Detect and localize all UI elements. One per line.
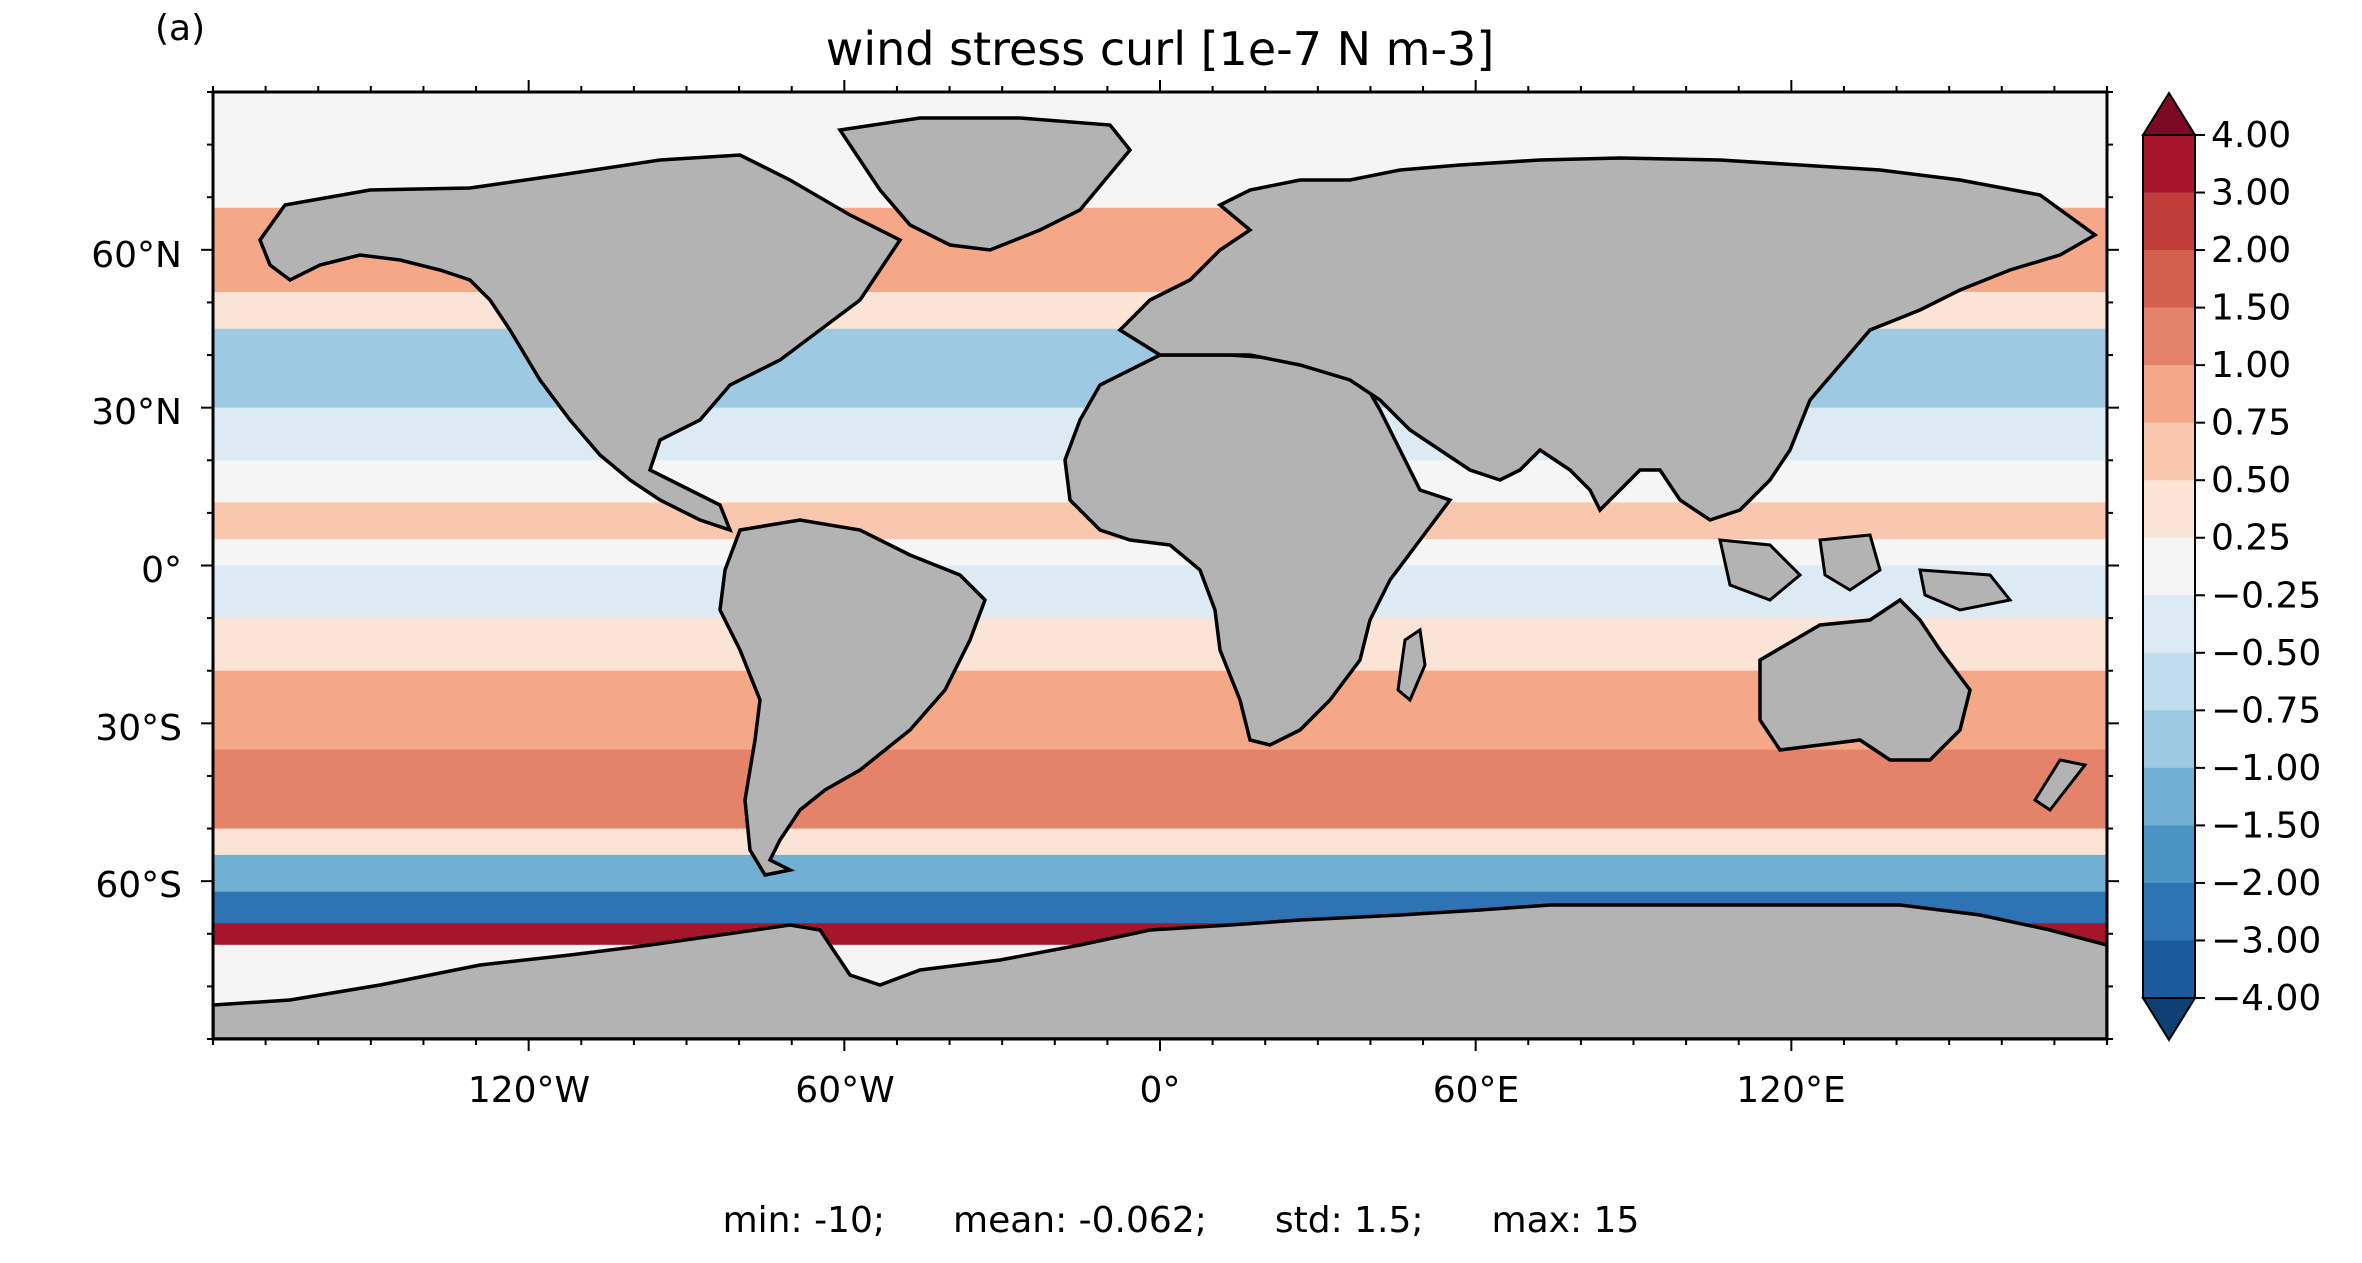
land-layer: [213, 116, 2107, 1039]
chart-title: wind stress curl [1e-7 N m-3]: [825, 22, 1495, 76]
colorbar-label: 2.00: [2211, 230, 2291, 271]
colorbar-box-8: [2143, 595, 2195, 654]
x-tick-label-120E: 120°E: [1736, 1070, 1845, 1111]
y-tick-label-30N: 30°N: [91, 392, 182, 433]
curl-band-11: [213, 749, 2107, 830]
stat-min: min: -10;: [722, 1200, 885, 1241]
y-tick-label-60S: 60°S: [95, 865, 182, 906]
colorbar-frame: [2142, 134, 2196, 999]
x-tick-label-60W: 60°W: [795, 1070, 894, 1111]
colorbar-box-1: [2143, 192, 2195, 251]
colorbar-box-12: [2143, 825, 2195, 884]
land-borneo: [1818, 533, 1882, 592]
colorbar-label: −0.75: [2211, 690, 2321, 731]
stat-std: std: 1.5;: [1274, 1200, 1424, 1241]
colorbar-box-10: [2143, 710, 2195, 769]
colorbar-label: −1.50: [2211, 805, 2321, 846]
land-new-zealand: [2032, 758, 2088, 813]
colorbar-box-7: [2143, 537, 2195, 596]
colorbar-label: −1.00: [2211, 748, 2321, 789]
curl-band-13: [213, 854, 2107, 893]
colorbar-label: −0.25: [2211, 575, 2321, 616]
colorbar-box-13: [2143, 882, 2195, 941]
land-antarctica: [213, 903, 2107, 1039]
colorbar-box-5: [2143, 422, 2195, 481]
colorbar-label: 4.00: [2211, 115, 2291, 156]
colorbar-box-14: [2143, 940, 2195, 999]
colorbar-box-9: [2143, 652, 2195, 711]
colorbar-box-3: [2143, 307, 2195, 366]
panel-label: (a): [155, 8, 206, 49]
colorbar-box-6: [2143, 480, 2195, 539]
colorbar-extend-min: [2141, 997, 2197, 1042]
land-greenland: [837, 116, 1133, 252]
colorbar-box-0: [2143, 135, 2195, 194]
land-eurasia: [1117, 156, 2099, 522]
colorbar-label: −2.00: [2211, 863, 2321, 904]
colorbar-label: −4.00: [2211, 978, 2321, 1019]
colorbar: 4.00 3.00 2.00 1.50 1.00 0.75 0.50 0.25 −0.25 −0.…: [2141, 91, 2321, 1042]
y-tick-label-0: 0°: [141, 550, 182, 591]
colorbar-label: −0.50: [2211, 633, 2321, 674]
x-tick-label-60E: 60°E: [1433, 1070, 1520, 1111]
stats-line: min: -10; mean: -0.062; std: 1.5; max: 15: [0, 1200, 2362, 1241]
colorbar-label: 1.50: [2211, 288, 2291, 329]
axis-ticks: [201, 80, 2119, 1051]
colorbar-extend-max: [2141, 91, 2197, 136]
colorbar-label: 3.00: [2211, 173, 2291, 214]
colorbar-label: 1.00: [2211, 345, 2291, 386]
colorbar-box-11: [2143, 767, 2195, 826]
land-south-america: [718, 518, 988, 877]
y-tick-label-30S: 30°S: [95, 708, 182, 749]
x-tick-label-0: 0°: [1140, 1070, 1181, 1111]
colorbar-label: 0.25: [2211, 518, 2291, 559]
land-indonesia: [1718, 538, 1803, 602]
colorbar-box-2: [2143, 250, 2195, 309]
colorbar-label: 0.50: [2211, 460, 2291, 501]
colorbar-box-4: [2143, 365, 2195, 424]
land-north-america: [258, 153, 903, 533]
colorbar-label: 0.75: [2211, 403, 2291, 444]
stat-max: max: 15: [1491, 1200, 1640, 1241]
land-australia: [1758, 597, 1972, 762]
land-new-guinea: [1918, 568, 2013, 612]
colorbar-label: −3.00: [2211, 920, 2321, 961]
stat-mean: mean: -0.062;: [953, 1200, 1207, 1241]
land-madagascar: [1396, 627, 1427, 703]
curl-band-12: [213, 828, 2107, 856]
x-tick-label-120W: 120°W: [468, 1070, 590, 1111]
curl-band-8: [213, 565, 2107, 619]
y-tick-label-60N: 60°N: [91, 235, 182, 276]
